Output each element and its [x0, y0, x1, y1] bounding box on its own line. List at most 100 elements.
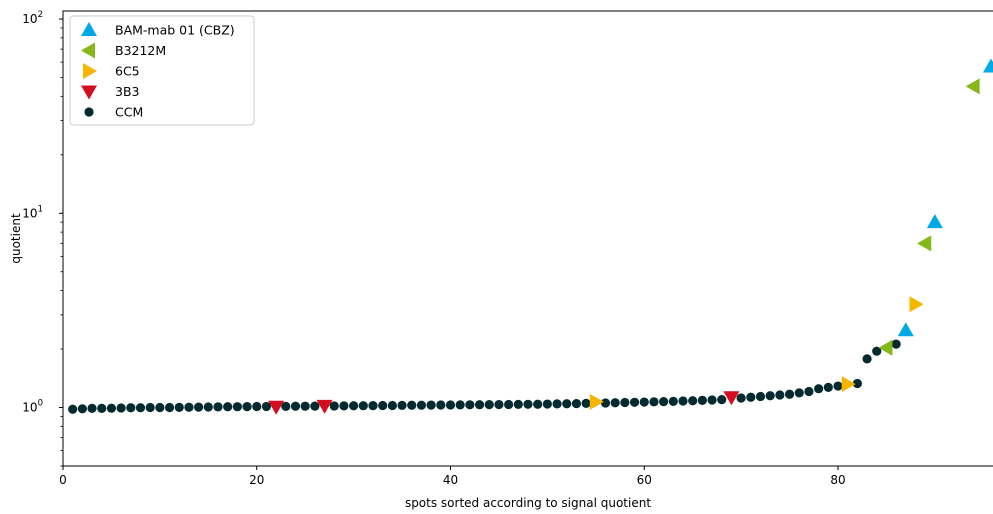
data-point [891, 339, 901, 349]
data-point [814, 384, 824, 394]
legend-entry: B3212M [81, 42, 166, 59]
x-tick-label: 60 [637, 473, 652, 487]
data-point [97, 403, 107, 413]
data-point [261, 401, 272, 412]
data-point [872, 346, 882, 356]
legend: BAM-mab 01 (CBZ) B3212M 6C5 3B3 CCM [69, 15, 255, 126]
y-axis: 100 101 102 [22, 10, 63, 467]
data-point [68, 404, 78, 414]
legend-label: 6C5 [115, 64, 140, 79]
data-point [823, 382, 833, 392]
data-point [678, 396, 688, 406]
data-point [242, 402, 252, 412]
data-point [213, 402, 223, 412]
data-point [983, 58, 993, 73]
data-point [174, 402, 184, 412]
data-point [852, 378, 862, 389]
data-point [164, 402, 175, 413]
data-point [926, 214, 943, 229]
data-point [736, 393, 746, 403]
data-point [203, 402, 213, 412]
data-point [523, 399, 533, 409]
legend-label: 3B3 [115, 84, 139, 99]
data-point [533, 399, 543, 409]
data-point [723, 391, 740, 406]
data-point [697, 395, 707, 406]
data-point [232, 402, 242, 412]
series-b3212m [878, 78, 980, 356]
legend-label: CCM [115, 105, 143, 120]
data-point [620, 397, 630, 408]
data-point [445, 400, 456, 410]
series-3b3 [268, 391, 740, 415]
data-point [310, 401, 320, 411]
data-point [135, 403, 146, 413]
legend-entry: 6C5 [83, 63, 140, 79]
data-point [552, 399, 562, 409]
data-point [184, 402, 194, 412]
data-point [755, 391, 766, 402]
legend-entry: BAM-mab 01 (CBZ) [81, 22, 235, 38]
legend-entry: 3B3 [81, 84, 139, 100]
data-point [659, 396, 669, 407]
data-point [397, 400, 407, 410]
data-point [784, 389, 795, 399]
data-point [717, 395, 727, 405]
data-point [378, 400, 388, 411]
data-point [878, 339, 893, 356]
data-point [474, 400, 485, 410]
data-point [290, 401, 301, 411]
data-point [416, 400, 427, 410]
legend-marker [81, 85, 97, 100]
data-point [116, 403, 126, 413]
x-tick-label: 40 [443, 473, 458, 487]
legend-label: BAM-mab 01 (CBZ) [115, 23, 235, 38]
data-point [841, 376, 856, 393]
x-tick-label: 20 [249, 473, 264, 487]
plot-area [68, 58, 993, 415]
legend-marker [84, 107, 94, 117]
data-point [126, 403, 136, 413]
data-point [965, 78, 980, 95]
data-point [897, 322, 914, 337]
data-point [155, 402, 165, 413]
series-ccm [68, 339, 901, 414]
data-point [917, 235, 932, 252]
data-point [368, 401, 378, 411]
data-point [804, 386, 814, 397]
data-point [775, 390, 785, 400]
data-point [339, 401, 349, 411]
data-point [862, 354, 872, 364]
data-point [562, 399, 572, 409]
series-bam-mab-01-cbz [897, 58, 993, 337]
data-point [707, 395, 717, 405]
data-point [145, 402, 155, 413]
data-point [484, 400, 494, 410]
legend-box [69, 15, 255, 126]
data-point [300, 401, 310, 411]
data-point [426, 400, 436, 410]
data-point [316, 399, 333, 414]
data-point [746, 392, 756, 402]
y-axis-label: quotient [9, 213, 23, 264]
series-6c5 [589, 296, 924, 410]
data-point [77, 404, 87, 414]
data-point [87, 403, 97, 413]
data-point [329, 401, 339, 411]
legend-marker [81, 22, 97, 36]
data-point [765, 391, 775, 401]
data-point [794, 388, 804, 398]
y-tick-label: 102 [22, 10, 43, 26]
y-tick-label: 101 [22, 204, 43, 220]
data-point [639, 397, 649, 407]
plot-frame [62, 10, 993, 467]
y-tick-label: 100 [22, 399, 43, 415]
data-point [106, 403, 117, 413]
legend-label: B3212M [115, 43, 166, 58]
data-point [600, 398, 611, 408]
data-point [252, 401, 262, 412]
data-point [223, 402, 233, 412]
data-point [571, 398, 582, 409]
data-point [455, 400, 465, 410]
x-tick-label: 80 [830, 473, 845, 487]
